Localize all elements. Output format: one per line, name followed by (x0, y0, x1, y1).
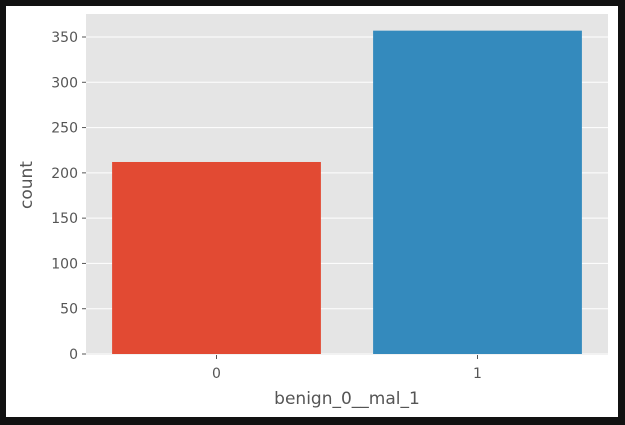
y-tick-label: 250 (51, 121, 78, 137)
y-tick-label: 100 (51, 256, 78, 272)
x-axis-label: benign_0__mal_1 (274, 389, 420, 409)
y-tick-label: 50 (60, 302, 78, 318)
y-tick-label: 150 (51, 211, 78, 227)
y-axis-ticks: 0 50 100 150 200 250 300 350 (51, 30, 86, 363)
x-tick-label: 0 (212, 366, 221, 382)
y-tick-label: 300 (51, 75, 78, 91)
y-tick-label: 350 (51, 30, 78, 46)
y-tick-label: 200 (51, 166, 78, 182)
y-axis-label: count (17, 161, 37, 209)
bar-0 (112, 161, 321, 354)
bar-1 (373, 30, 582, 354)
x-tick-label: 1 (473, 366, 482, 382)
y-tick-label: 0 (69, 347, 78, 363)
bars (112, 30, 582, 354)
